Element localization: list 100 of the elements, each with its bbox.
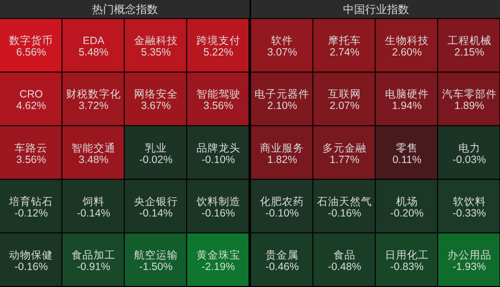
category-label: 食品 — [333, 249, 356, 262]
category-label: 日用化工 — [384, 249, 428, 262]
category-label: 食品加工 — [72, 248, 116, 262]
tile: 零售 0.11% — [375, 126, 437, 179]
data-label: -0.10% — [202, 154, 235, 166]
data-label: 2.10% — [266, 100, 297, 112]
data-label: -0.03% — [452, 154, 486, 166]
tile: 电脑硬件 1.94% — [375, 72, 437, 126]
tile: 软件 3.07% — [250, 19, 312, 72]
tile: 食品 -0.48% — [312, 233, 374, 286]
data-label: -0.16% — [327, 207, 361, 220]
category-label: 央企银行 — [134, 194, 178, 208]
category-label: 金融科技 — [134, 35, 178, 48]
tile: 工程机械 2.15% — [438, 19, 499, 72]
data-label: -0.16% — [202, 207, 235, 220]
category-label: 贵金属 — [265, 248, 298, 262]
category-label: 车路云 — [14, 141, 48, 154]
tile: 食品加工 -0.91% — [62, 233, 124, 286]
tile: 贵金属 -0.46% — [250, 233, 312, 286]
category-label: 生物科技 — [384, 34, 428, 48]
data-label: -1.93% — [452, 260, 486, 273]
category-label: CRO — [20, 88, 43, 101]
data-label: 0.11% — [392, 154, 421, 166]
data-label: 3.56% — [203, 100, 234, 112]
category-label: 乳业 — [144, 141, 167, 154]
tile: 品牌龙头 -0.10% — [187, 126, 248, 179]
tile: 智能驾驶 3.56% — [187, 72, 248, 126]
tile: 石油天然气 -0.16% — [312, 180, 374, 232]
data-label: -0.48% — [327, 260, 361, 273]
tile: 央企银行 -0.14% — [124, 180, 186, 232]
category-label: 财税数字化 — [66, 88, 122, 101]
tile: CRO 4.62% — [0, 72, 62, 126]
data-label: 6.56% — [16, 46, 46, 59]
data-label: 3.67% — [141, 100, 171, 112]
category-label: 商业服务 — [260, 141, 304, 154]
data-label: -0.14% — [139, 207, 173, 220]
tile: 电子元器件 2.10% — [250, 72, 312, 126]
category-label: 零售 — [395, 142, 418, 154]
data-label: -0.16% — [14, 260, 48, 273]
data-label: -0.02% — [139, 154, 173, 166]
data-label: 5.48% — [78, 46, 108, 59]
tile: 电力 -0.03% — [438, 126, 499, 179]
data-label: -2.19% — [202, 260, 235, 273]
data-label: 4.62% — [16, 100, 46, 112]
data-label: -1.50% — [139, 260, 173, 273]
data-label: 1.89% — [454, 100, 484, 112]
data-label: -0.33% — [452, 207, 486, 220]
category-label: 培育钻石 — [8, 194, 54, 208]
category-label: 智能驾驶 — [196, 88, 240, 101]
data-label: -0.46% — [265, 260, 298, 273]
data-label: 5.35% — [141, 46, 171, 59]
tile: 航空运输 -1.50% — [124, 233, 186, 286]
tile: 车路云 3.56% — [0, 126, 62, 179]
tile: 跨境支付 5.22% — [187, 19, 248, 72]
category-label: 石油天然气 — [316, 194, 372, 208]
data-label: 2.15% — [454, 46, 484, 59]
data-label: 1.77% — [329, 154, 359, 166]
category-label: 电力 — [458, 141, 480, 154]
tile: 日用化工 -0.83% — [375, 233, 437, 286]
category-label: 摩托车 — [328, 34, 361, 48]
category-label: 互联网 — [328, 88, 361, 101]
data-label: 5.22% — [203, 46, 234, 59]
category-label: 电子元器件 — [254, 88, 310, 101]
data-label: -0.83% — [390, 260, 424, 273]
data-label: 2.60% — [392, 46, 422, 59]
tile: 饮料制造 -0.16% — [187, 180, 248, 232]
category-label: 电脑硬件 — [384, 88, 428, 101]
data-label: 3.56% — [16, 154, 46, 166]
category-label: 黄金珠宝 — [196, 248, 240, 262]
tile: 财税数字化 3.72% — [62, 72, 124, 126]
tile: 化肥农药 -0.10% — [250, 180, 312, 232]
tile: 商业服务 1.82% — [250, 126, 312, 179]
category-label: 品牌龙头 — [196, 141, 240, 154]
text: 中国行业指数 — [342, 3, 408, 16]
tile: 饲料 -0.14% — [62, 180, 124, 232]
category-label: 办公用品 — [446, 248, 491, 262]
tile: 黄金珠宝 -2.19% — [187, 233, 248, 286]
category-label: 化肥农药 — [260, 194, 304, 208]
tile: 乳业 -0.02% — [124, 126, 186, 179]
category-label: 智能交通 — [72, 141, 116, 154]
tile: 摩托车 2.74% — [312, 19, 374, 72]
tile: 软饮料 -0.33% — [438, 180, 499, 232]
tile: 多元金融 1.77% — [312, 126, 374, 179]
category-label: 航空运输 — [134, 248, 178, 262]
data-label: -0.91% — [76, 260, 110, 273]
text: 热门概念指数 — [92, 3, 158, 16]
data-label: -0.20% — [390, 207, 424, 220]
category-label: 数字货币 — [9, 34, 54, 48]
tile: 培育钻石 -0.12% — [0, 180, 62, 232]
data-label: 1.94% — [392, 100, 422, 112]
data-label: 3.07% — [266, 46, 297, 59]
tile: EDA 5.48% — [62, 19, 124, 72]
tile: 金融科技 5.35% — [124, 19, 186, 72]
tile: 数字货币 6.56% — [0, 19, 62, 72]
data-label: 1.82% — [266, 154, 297, 166]
category-label: 软饮料 — [452, 194, 486, 208]
data-label: -0.10% — [265, 207, 298, 220]
category-label: 机场 — [395, 196, 418, 208]
category-label: 软件 — [270, 35, 293, 48]
category-label: 汽车零部件 — [441, 88, 496, 101]
